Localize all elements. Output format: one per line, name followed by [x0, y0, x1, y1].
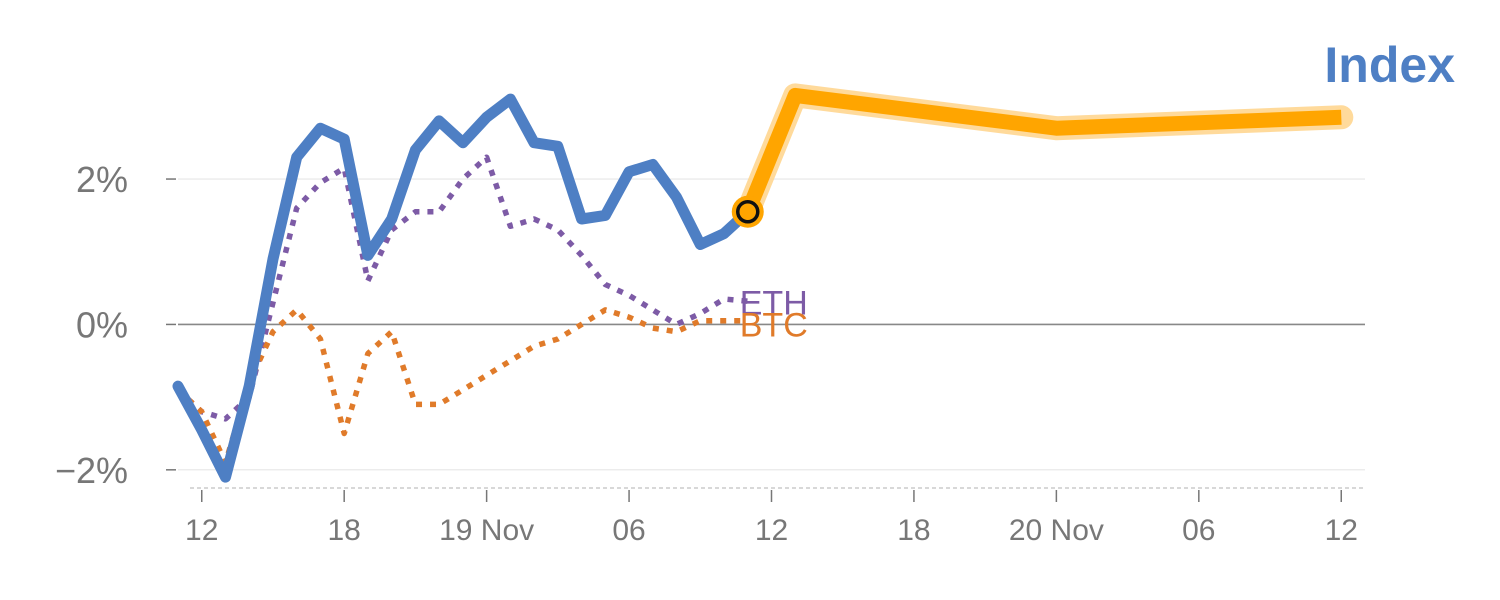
x-tick-label-8: 12 [1325, 514, 1358, 547]
y-axis: −2% 0% 2% [55, 159, 176, 491]
x-tick-label-4: 12 [755, 514, 788, 547]
series-label-eth: ETH [740, 284, 808, 322]
series-lines [172, 83, 1354, 483]
x-tick-label-7: 06 [1182, 514, 1215, 547]
x-tick-label-2: 19 Nov [439, 514, 534, 547]
x-tick-label-5: 18 [897, 514, 930, 547]
x-tick-label-0: 12 [185, 514, 218, 547]
series-line-index [172, 93, 754, 483]
chart-title: Index [1324, 37, 1455, 93]
series-line-eth [176, 154, 749, 422]
y-tick-label-1: 0% [76, 304, 128, 345]
series-line-index-forecast [740, 87, 1342, 215]
y-tick-label-0: −2% [55, 450, 128, 491]
series-line-index-forecast-glow [735, 83, 1354, 224]
x-tick-label-6: 20 Nov [1009, 514, 1104, 547]
x-tick-label-3: 06 [612, 514, 645, 547]
y-tick-label-2: 2% [76, 159, 128, 200]
current-point-marker [736, 200, 760, 224]
series-line-btc [176, 307, 748, 466]
x-tick-label-1: 18 [327, 514, 360, 547]
x-axis: 12 18 19 Nov 06 12 18 20 Nov 06 12 [185, 490, 1358, 547]
series-label-btc: BTC [740, 306, 808, 344]
